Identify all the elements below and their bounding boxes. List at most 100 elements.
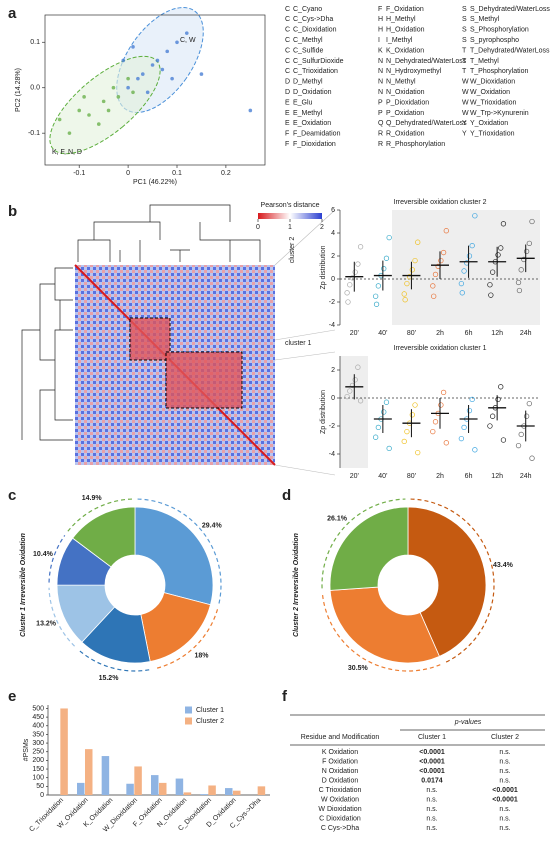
point	[347, 282, 353, 288]
x-tick-label: 2h	[436, 473, 444, 480]
point	[487, 282, 493, 288]
legend-letter: H	[378, 27, 383, 34]
value-label: 15.2%	[99, 675, 120, 682]
table-cell: F Oxidation	[322, 758, 358, 765]
series-label: K, F, N, D	[52, 149, 82, 156]
legend-name: D_Methyl	[293, 79, 323, 86]
colorbar	[258, 213, 322, 219]
point	[404, 428, 410, 435]
point	[415, 239, 421, 245]
value-label: 18%	[194, 652, 209, 659]
legend-name: D_Oxidation	[293, 89, 332, 96]
x-tick-label: 6h	[465, 473, 473, 480]
segment	[134, 506, 214, 606]
legend-name: N_Hydroxymethyl	[386, 68, 442, 75]
legend-letter: T	[462, 58, 467, 65]
table-cell: W Oxidation	[321, 796, 359, 803]
chart-title: Irreversible oxidation cluster 1	[394, 345, 487, 352]
point	[375, 283, 382, 289]
point	[357, 244, 364, 250]
point	[375, 424, 382, 431]
legend-name: R_Oxidation	[386, 131, 425, 138]
point	[487, 423, 493, 429]
y-tick-label: 450	[32, 714, 44, 721]
point	[438, 257, 444, 264]
legend-name: N_Oxidation	[386, 89, 425, 96]
x-tick-label: 2h	[436, 330, 444, 337]
segment-arc	[48, 587, 76, 647]
segment-arc	[77, 649, 150, 672]
segment-arc	[67, 498, 133, 532]
legend-name: S_Dehydrated/WaterLoss	[470, 6, 550, 13]
point	[495, 396, 501, 403]
legend-letter: T	[462, 68, 467, 75]
bar	[257, 786, 266, 795]
bar	[183, 792, 192, 795]
bar	[101, 756, 110, 795]
point	[500, 221, 507, 227]
legend-letter: W	[462, 89, 469, 96]
point	[440, 249, 447, 256]
point	[518, 431, 524, 438]
point	[349, 382, 356, 389]
point	[355, 364, 361, 370]
x-tick-label: 80'	[407, 473, 416, 480]
bar	[225, 788, 233, 795]
table-cell: n.s.	[499, 758, 510, 765]
legend-letter: S	[462, 16, 467, 23]
x-tick-label: 24h	[520, 330, 532, 337]
point	[373, 301, 380, 307]
legend-letter: S	[462, 37, 467, 44]
point	[402, 297, 408, 303]
point	[352, 377, 358, 383]
point	[432, 271, 439, 278]
y-tick-label: 200	[32, 757, 44, 764]
value-label: 26.1%	[327, 516, 348, 523]
y-axis-label: Zp distribution	[320, 390, 327, 434]
value-label: 43.4%	[493, 562, 514, 569]
point	[518, 267, 524, 273]
connector	[274, 209, 336, 476]
x-tick-label: 0.1	[172, 170, 182, 177]
legend-name: T_Dehydrated/WaterLoss	[470, 47, 550, 54]
point	[121, 58, 126, 63]
bar	[126, 783, 134, 795]
legend-letter: S	[462, 6, 467, 13]
legend-name: P_Dioxidation	[386, 99, 429, 106]
x-tick-label: 40'	[378, 473, 387, 480]
legend-name: H_Methyl	[386, 16, 416, 23]
point	[116, 95, 121, 99]
plot-frame	[44, 14, 266, 166]
series-label: C, W	[180, 37, 196, 44]
y-tick-label: 0.1	[30, 39, 40, 46]
point	[469, 396, 475, 403]
y-tick-label: -4	[329, 451, 335, 458]
x-tick-label: 40'	[378, 330, 387, 337]
point	[136, 76, 140, 81]
y-tick-label: -2	[329, 423, 335, 430]
table-cell: n.s.	[426, 787, 437, 794]
y-tick-label: 300	[32, 740, 44, 747]
legend-name: E_Glu	[293, 99, 313, 106]
legend-name: C_Sulfide	[293, 47, 323, 54]
y-tick-label: 150	[32, 766, 44, 773]
point	[529, 455, 535, 461]
point	[459, 290, 465, 296]
y-tick-label: 6	[331, 207, 335, 214]
point	[515, 279, 522, 286]
point	[373, 434, 379, 440]
legend-name: T_Methyl	[470, 58, 499, 65]
table-cell: <0.0001	[419, 758, 445, 765]
y-axis-label: Zp distribution	[320, 245, 327, 289]
point	[101, 99, 106, 104]
value-label: 10.4%	[33, 551, 54, 558]
point	[526, 240, 532, 247]
table-cell: <0.0001	[419, 768, 445, 775]
chart-title: Irreversible oxidation cluster 2	[394, 199, 487, 206]
legend-letter: Y	[462, 120, 467, 127]
legend-letter: K	[378, 47, 383, 54]
point	[150, 63, 155, 67]
point	[498, 384, 504, 390]
point	[199, 72, 204, 76]
legend-letter: N	[378, 79, 383, 86]
